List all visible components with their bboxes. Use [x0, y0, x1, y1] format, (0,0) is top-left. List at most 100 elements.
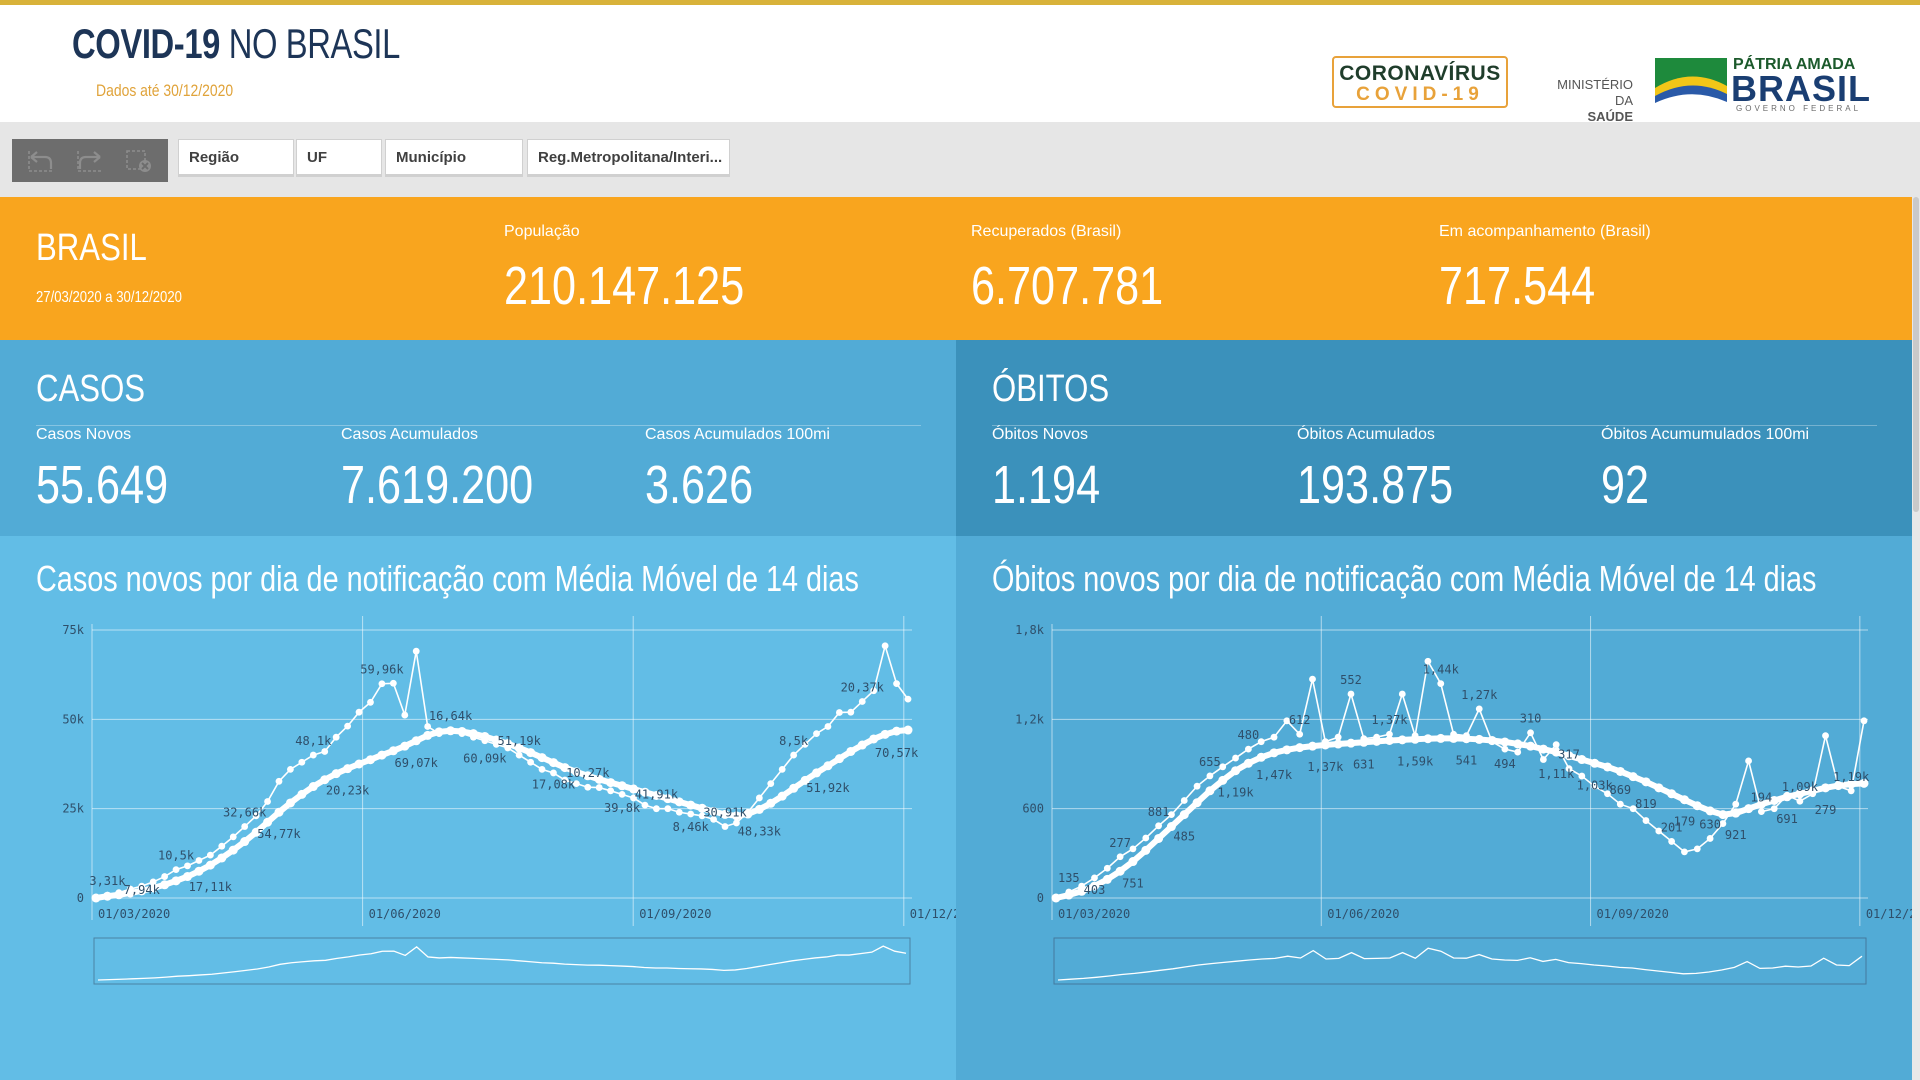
top-accent-line: [0, 0, 1920, 5]
x-tick-label: 01/12/20...: [1866, 907, 1912, 921]
moving-average-point: [537, 753, 547, 763]
data-label: 1,09k: [1782, 780, 1819, 794]
filter-municipio[interactable]: Município: [385, 139, 523, 177]
moving-average-point: [343, 764, 353, 774]
daily-point: [1668, 838, 1676, 845]
moving-average-point: [377, 750, 387, 760]
moving-average-point: [629, 784, 639, 794]
page-scrollbar[interactable]: [1912, 197, 1920, 1080]
moving-average-line: [1055, 735, 1865, 901]
moving-average-point: [423, 730, 433, 740]
data-label: 48,33k: [738, 824, 782, 838]
daily-point: [698, 812, 706, 820]
moving-average-point: [354, 759, 364, 769]
undo-icon[interactable]: [24, 146, 58, 176]
filter-bar: Região UF Município Reg.Metropolitana/In…: [0, 122, 1920, 197]
daily-point: [1629, 805, 1637, 813]
moving-average-point: [263, 817, 273, 827]
daily-point: [309, 751, 317, 759]
data-label: 3,31k: [89, 874, 126, 888]
daily-point: [675, 808, 683, 816]
moving-average-point: [1205, 786, 1215, 796]
moving-average-point: [400, 741, 410, 751]
data-label: 39,8k: [604, 801, 641, 815]
daily-point: [275, 777, 283, 785]
daily-point: [1578, 772, 1586, 780]
moving-average-point: [1192, 798, 1202, 808]
daily-point: [630, 794, 637, 802]
daily-point: [172, 866, 180, 874]
header: COVID-19 NO BRASIL Dados até 30/12/2020 …: [0, 5, 1920, 124]
daily-point: [538, 765, 546, 773]
casos-chart-title: Casos novos por dia de notificação com M…: [36, 558, 859, 599]
moving-average-point: [857, 740, 867, 750]
moving-average-point: [697, 803, 707, 813]
data-label: 612: [1289, 713, 1311, 727]
daily-point: [813, 730, 820, 738]
data-label: 494: [1494, 757, 1516, 771]
data-label: 277: [1109, 836, 1131, 850]
daily-point: [252, 812, 260, 820]
filter-uf[interactable]: UF: [296, 139, 382, 177]
moving-average-point: [388, 746, 398, 756]
moving-average-point: [880, 729, 890, 739]
data-label: 631: [1353, 757, 1375, 771]
daily-point: [1616, 800, 1624, 808]
data-label: 552: [1340, 673, 1362, 687]
stat-em-acompanhamento: Em acompanhamento (Brasil) 717.544: [1439, 223, 1651, 317]
stat-value: 1.194: [992, 455, 1101, 515]
y-tick-label: 25k: [62, 802, 84, 816]
moving-average-point: [1744, 804, 1754, 814]
data-label: 921: [1725, 828, 1747, 842]
daily-point: [1309, 675, 1316, 683]
data-label: 317: [1558, 748, 1580, 762]
moving-average-point: [1679, 795, 1689, 805]
x-tick-label: 01/03/2020: [98, 907, 170, 921]
daily-point: [195, 857, 203, 864]
filter-reg-metropolitana[interactable]: Reg.Metropolitana/Interi...: [527, 139, 730, 177]
y-tick-label: 600: [1022, 802, 1044, 816]
daily-point: [1732, 800, 1740, 808]
stat-value: 210.147.125: [504, 256, 745, 316]
y-tick-label: 1,8k: [1015, 623, 1045, 637]
data-label: 1,11k: [1538, 767, 1575, 781]
stat-value: 55.649: [36, 455, 169, 515]
moving-average-points: [91, 725, 913, 903]
range-overview-frame: [93, 937, 911, 985]
moving-average-point: [125, 888, 135, 898]
stat-value: 193.875: [1297, 455, 1454, 515]
moving-average-point: [1384, 735, 1394, 745]
clear-selection-icon[interactable]: [122, 146, 156, 176]
y-tick-label: 75k: [62, 623, 84, 637]
place-name: BRASIL: [36, 227, 147, 269]
selection-history-toolbar: [12, 139, 168, 182]
data-label: 20,23k: [326, 784, 370, 798]
data-label: 1,44k: [1423, 663, 1460, 677]
obitos-line-chart[interactable]: 0 600 1,2k 1,8k 01/03/2020 01/06/2020 01/09/20…: [956, 616, 1912, 1080]
filter-regiao[interactable]: Região: [178, 139, 294, 177]
moving-average-points: [1051, 733, 1869, 903]
moving-average-point: [251, 827, 261, 837]
daily-point: [1527, 729, 1534, 737]
casos-chart-panel: Casos novos por dia de notificação com M…: [0, 536, 956, 1080]
data-label: 310: [1520, 712, 1542, 726]
scrollbar-thumb[interactable]: [1913, 197, 1919, 512]
daily-point: [298, 758, 306, 766]
moving-average-point: [1628, 772, 1638, 782]
data-label: 70,57k: [875, 746, 919, 760]
moving-average-point: [743, 809, 753, 819]
data-label: 691: [1776, 812, 1798, 826]
stat-casos-acumulados: Casos Acumulados 7.619.200: [341, 426, 581, 516]
obitos-heading: ÓBITOS: [992, 368, 1110, 410]
moving-average-point: [1333, 739, 1343, 749]
casos-line-chart[interactable]: 0 25k 50k 75k 01/03/2020 01/06/2020 01/09/2020…: [0, 616, 956, 1080]
redo-icon[interactable]: [73, 146, 107, 176]
daily-point: [401, 711, 409, 719]
daily-point: [378, 680, 386, 688]
daily-point: [184, 862, 191, 870]
moving-average-point: [102, 891, 112, 901]
moving-average-point: [1089, 881, 1099, 891]
daily-point: [572, 780, 580, 788]
daily-point: [1642, 817, 1650, 824]
daily-point: [1770, 805, 1778, 813]
